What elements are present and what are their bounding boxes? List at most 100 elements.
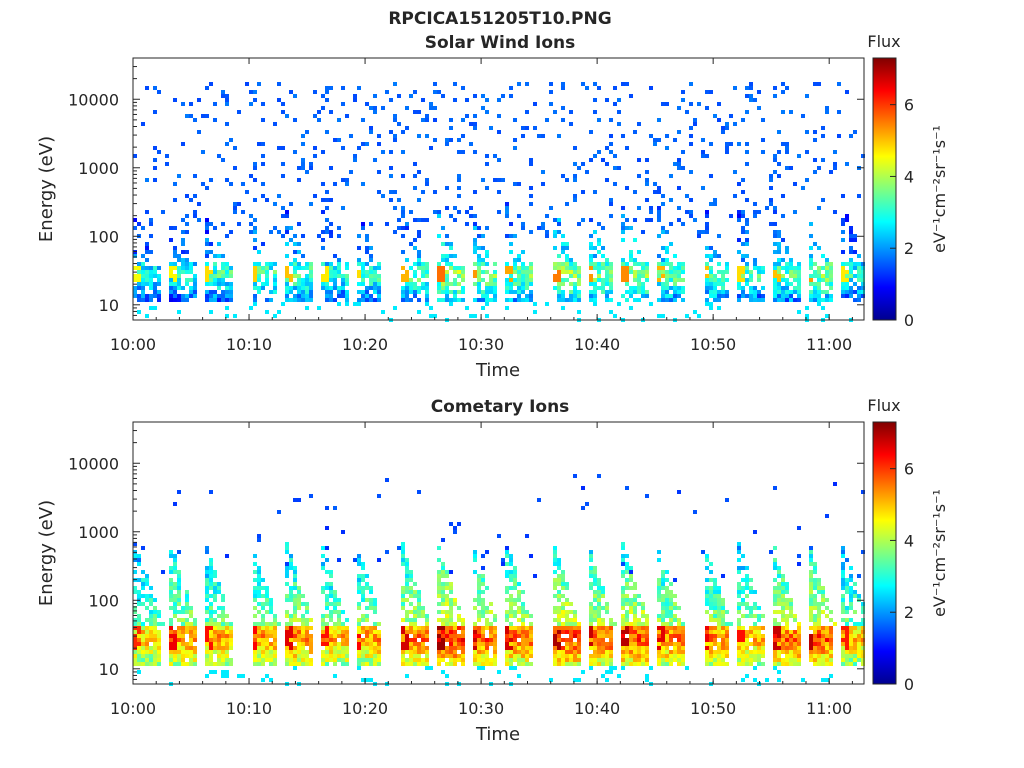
spectrogram-cell xyxy=(845,558,849,562)
spectrogram-cell xyxy=(401,250,405,254)
spectrogram-cell xyxy=(825,278,829,282)
spectrogram-cell xyxy=(441,282,445,286)
spectrogram-cell xyxy=(677,166,681,170)
spectrogram-cell xyxy=(721,622,725,626)
spectrogram-cell xyxy=(549,102,553,106)
spectrogram-cell xyxy=(133,586,137,590)
spectrogram-cell xyxy=(841,230,845,234)
spectrogram-cell xyxy=(369,106,373,110)
spectrogram-cell xyxy=(369,606,373,610)
spectrogram-cell xyxy=(309,162,313,166)
spectrogram-cell xyxy=(845,578,849,582)
spectrogram-cell xyxy=(449,138,453,142)
spectrogram-cell xyxy=(845,646,849,650)
spectrogram-cell xyxy=(461,654,465,658)
spectrogram-cell xyxy=(377,294,381,298)
spectrogram-cell xyxy=(637,158,641,162)
spectrogram-cell xyxy=(817,650,821,654)
spectrogram-cell xyxy=(665,606,669,610)
spectrogram-cell xyxy=(149,662,153,666)
spectrogram-cell xyxy=(789,266,793,270)
spectrogram-cell xyxy=(801,114,805,118)
spectrogram-cell xyxy=(661,626,665,630)
spectrogram-cell xyxy=(421,118,425,122)
spectrogram-cell xyxy=(193,290,197,294)
spectrogram-cell xyxy=(577,622,581,626)
spectrogram-cell xyxy=(593,294,597,298)
spectrogram-cell xyxy=(441,598,445,602)
spectrogram-cell xyxy=(681,650,685,654)
spectrogram-cell xyxy=(169,618,173,622)
spectrogram-cell xyxy=(809,638,813,642)
spectrogram-cell xyxy=(821,602,825,606)
spectrogram-cell xyxy=(541,134,545,138)
spectrogram-cell xyxy=(177,582,181,586)
spectrogram-cell xyxy=(273,314,277,318)
spectrogram-cell xyxy=(553,570,557,574)
spectrogram-cell xyxy=(449,126,453,130)
spectrogram-cell xyxy=(301,626,305,630)
spectrogram-cell xyxy=(753,294,757,298)
spectrogram-cell xyxy=(205,226,209,230)
spectrogram-cell xyxy=(309,298,313,302)
spectrogram-cell xyxy=(425,114,429,118)
spectrogram-cell xyxy=(141,546,145,550)
spectrogram-cell xyxy=(385,222,389,226)
spectrogram-cell xyxy=(145,278,149,282)
spectrogram-cell xyxy=(453,598,457,602)
spectrogram-cell xyxy=(713,202,717,206)
spectrogram-cell xyxy=(417,234,421,238)
spectrogram-cell xyxy=(777,570,781,574)
spectrogram-cell xyxy=(525,634,529,638)
spectrogram-cell xyxy=(753,602,757,606)
spectrogram-cell xyxy=(593,190,597,194)
spectrogram-cell xyxy=(413,110,417,114)
spectrogram-cell xyxy=(649,302,653,306)
spectrogram-cell xyxy=(137,662,141,666)
spectrogram-cell xyxy=(685,210,689,214)
spectrogram-cell xyxy=(741,554,745,558)
spectrogram-cell xyxy=(809,298,813,302)
spectrogram-cell xyxy=(261,678,265,682)
spectrogram-cell xyxy=(745,634,749,638)
spectrogram-cell xyxy=(285,254,289,258)
spectrogram-cell xyxy=(505,278,509,282)
spectrogram-cell xyxy=(825,266,829,270)
spectrogram-cell xyxy=(713,618,717,622)
spectrogram-cell xyxy=(593,650,597,654)
spectrogram-cell xyxy=(409,610,413,614)
spectrogram-cell xyxy=(757,654,761,658)
spectrogram-cell xyxy=(205,626,209,630)
spectrogram-cell xyxy=(629,574,633,578)
spectrogram-cell xyxy=(509,606,513,610)
spectrogram-cell xyxy=(593,154,597,158)
spectrogram-cell xyxy=(705,654,709,658)
spectrogram-cell xyxy=(173,278,177,282)
spectrogram-cell xyxy=(445,622,449,626)
spectrogram-cell xyxy=(861,266,865,270)
spectrogram-cell xyxy=(141,286,145,290)
spectrogram-cell xyxy=(817,634,821,638)
spectrogram-cell xyxy=(745,198,749,202)
spectrogram-cell xyxy=(645,158,649,162)
spectrogram-cell xyxy=(589,158,593,162)
spectrogram-cell xyxy=(145,178,149,182)
spectrogram-cell xyxy=(761,270,765,274)
spectrogram-cell xyxy=(133,638,137,642)
spectrogram-cell xyxy=(725,638,729,642)
spectrogram-cell xyxy=(589,558,593,562)
spectrogram-cell xyxy=(581,190,585,194)
spectrogram-cell xyxy=(225,274,229,278)
spectrogram-cell xyxy=(309,650,313,654)
spectrogram-cell xyxy=(557,658,561,662)
spectrogram-cell xyxy=(737,602,741,606)
spectrogram-cell xyxy=(421,270,425,274)
spectrogram-cell xyxy=(473,214,477,218)
spectrogram-cell xyxy=(761,298,765,302)
spectrogram-cell xyxy=(329,274,333,278)
spectrogram-cell xyxy=(565,614,569,618)
spectrogram-cell xyxy=(825,314,829,318)
spectrogram-cell xyxy=(757,290,761,294)
spectrogram-cell xyxy=(405,298,409,302)
spectrogram-cell xyxy=(369,286,373,290)
